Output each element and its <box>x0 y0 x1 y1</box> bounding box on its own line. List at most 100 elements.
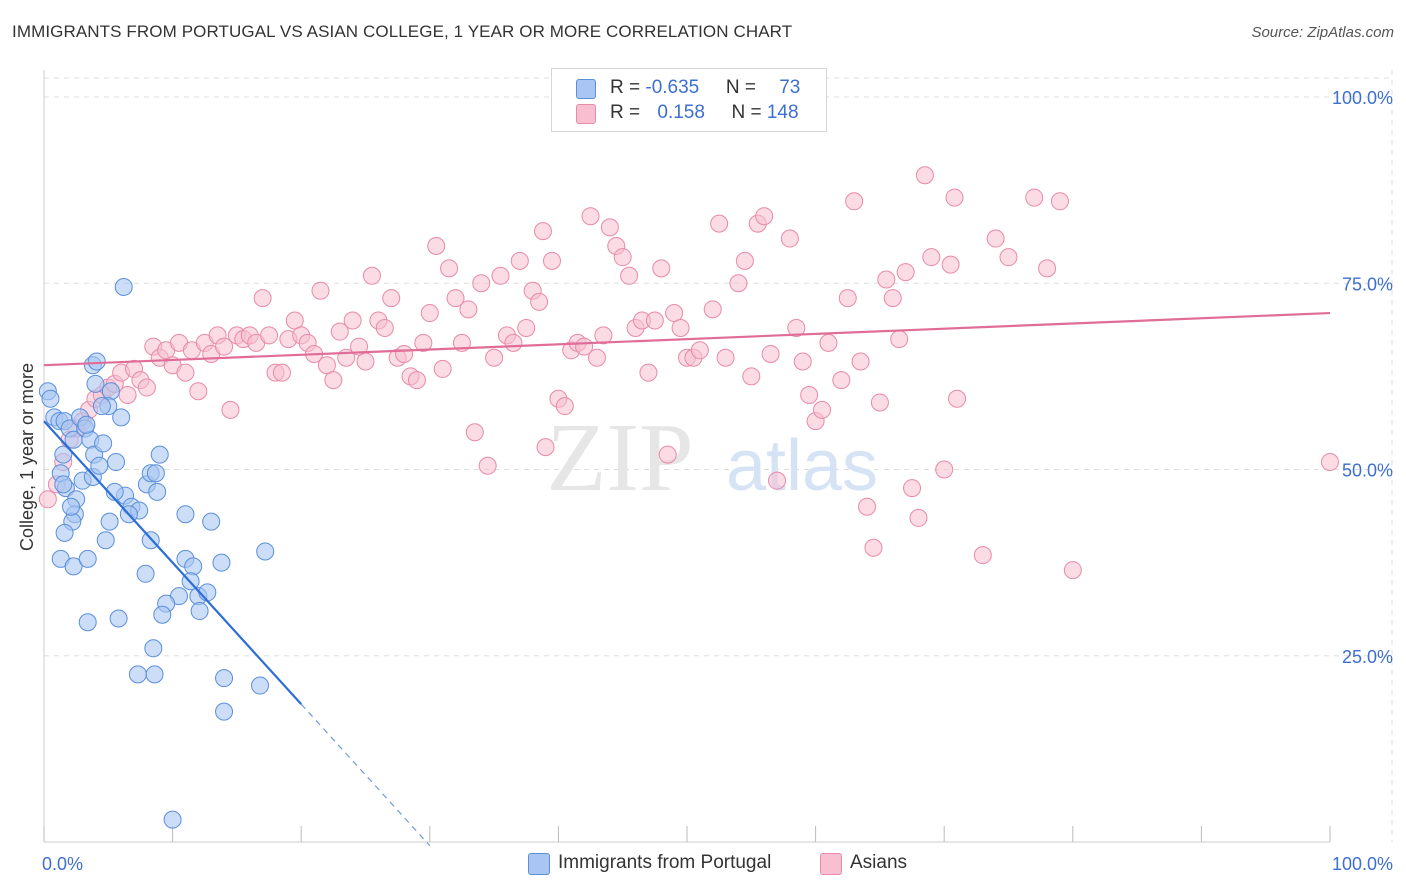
asians-point <box>362 266 381 285</box>
asians-point <box>858 497 877 516</box>
asians-point <box>253 289 272 308</box>
portugal-point <box>86 374 105 393</box>
axes <box>43 70 1331 843</box>
portugal-trend-extension <box>300 703 431 847</box>
asians-point <box>118 386 137 404</box>
asians-point <box>555 397 574 416</box>
source-label: Source: ZipAtlas.com <box>1251 24 1394 41</box>
asians-point <box>845 192 864 211</box>
asians-point <box>221 400 240 419</box>
asians-point <box>780 229 799 248</box>
asians-point <box>639 363 658 382</box>
watermark-atlas: atlas <box>726 426 878 506</box>
asians-point <box>324 371 343 390</box>
portugal-point <box>62 497 81 516</box>
asians-point <box>877 270 896 289</box>
portugal-point <box>150 445 169 464</box>
asians-point <box>735 251 754 270</box>
asians-point <box>137 378 156 397</box>
asians-point <box>613 248 632 267</box>
asians-point <box>903 479 922 498</box>
asians-point <box>440 259 459 278</box>
asians-point <box>465 423 484 442</box>
portugal-point <box>251 676 270 695</box>
asians-point <box>883 289 902 308</box>
asians-point <box>414 333 433 352</box>
x-tick-label: 100.0% <box>1332 854 1393 874</box>
asians-point <box>189 382 208 401</box>
asians-point <box>375 318 394 337</box>
asians-point <box>446 289 465 308</box>
asians-point <box>317 356 336 375</box>
asians-point <box>395 345 414 364</box>
portugal-point <box>148 482 167 501</box>
legend-r-value: 0.158 <box>657 102 705 123</box>
asians-point <box>510 251 529 270</box>
asians-point <box>1038 259 1057 278</box>
asians-point <box>311 281 330 300</box>
portugal-point <box>176 505 195 524</box>
portugal-point <box>202 512 221 531</box>
asians-point <box>533 222 552 241</box>
blue-swatch <box>576 79 596 99</box>
legend-r-label: R = <box>610 77 646 98</box>
asians-point <box>356 352 375 371</box>
portugal-point <box>100 512 119 531</box>
portugal-point <box>54 475 73 494</box>
legend-n-label: N = <box>725 77 762 98</box>
asians-point <box>768 471 787 490</box>
asians-point <box>1025 188 1044 207</box>
asians-point <box>478 456 497 475</box>
portugal-point <box>94 434 113 453</box>
asians-point <box>671 318 690 337</box>
asians-point <box>620 266 639 285</box>
portugal-point <box>215 669 234 688</box>
portugal-point <box>153 605 172 624</box>
bottom-legend-asians-label: Asians <box>850 852 908 873</box>
pink-swatch <box>576 104 596 124</box>
asians-point <box>793 352 812 371</box>
asians-point <box>729 274 748 293</box>
asians-point <box>176 363 195 382</box>
portugal-point <box>87 352 106 371</box>
asians-point <box>459 300 478 319</box>
asians-point <box>948 389 967 408</box>
asians-point <box>272 363 291 382</box>
asians-point <box>645 311 664 330</box>
asians-point <box>1063 561 1082 580</box>
asians-point <box>909 508 928 527</box>
portugal-point <box>107 453 126 472</box>
portugal-point <box>92 397 111 416</box>
asians-point <box>999 248 1018 267</box>
asians-point <box>285 311 304 330</box>
portugal-point <box>146 464 165 483</box>
asians-point <box>690 341 709 360</box>
trend-lines <box>43 311 1331 847</box>
correlation-legend: R = -0.635 N = 73 R = 0.158 N = 148 <box>551 68 827 132</box>
asians-point <box>870 393 889 412</box>
asians-point <box>851 352 870 371</box>
asians-point <box>485 348 504 367</box>
asians-point <box>517 318 536 337</box>
y-tick-label: 100.0% <box>1332 88 1393 108</box>
portugal-point <box>256 542 275 561</box>
asians-point <box>761 345 780 364</box>
portugal-point <box>77 415 96 434</box>
legend-r-value: -0.635 <box>645 77 700 98</box>
asians-point <box>1050 192 1069 211</box>
asians-point <box>716 348 735 367</box>
asians-point <box>652 259 671 278</box>
asians-point <box>915 166 934 185</box>
asians-point <box>343 311 362 330</box>
portugal-point <box>136 564 155 583</box>
asians-point <box>536 438 555 457</box>
y-tick-label: 25.0% <box>1342 647 1393 667</box>
asians-point <box>787 318 806 337</box>
portugal-point <box>64 557 83 576</box>
asians-point <box>38 490 57 509</box>
asians-point <box>504 333 523 352</box>
portugal-point <box>163 810 182 829</box>
asians-point <box>813 400 832 419</box>
portugal-series <box>38 277 275 829</box>
